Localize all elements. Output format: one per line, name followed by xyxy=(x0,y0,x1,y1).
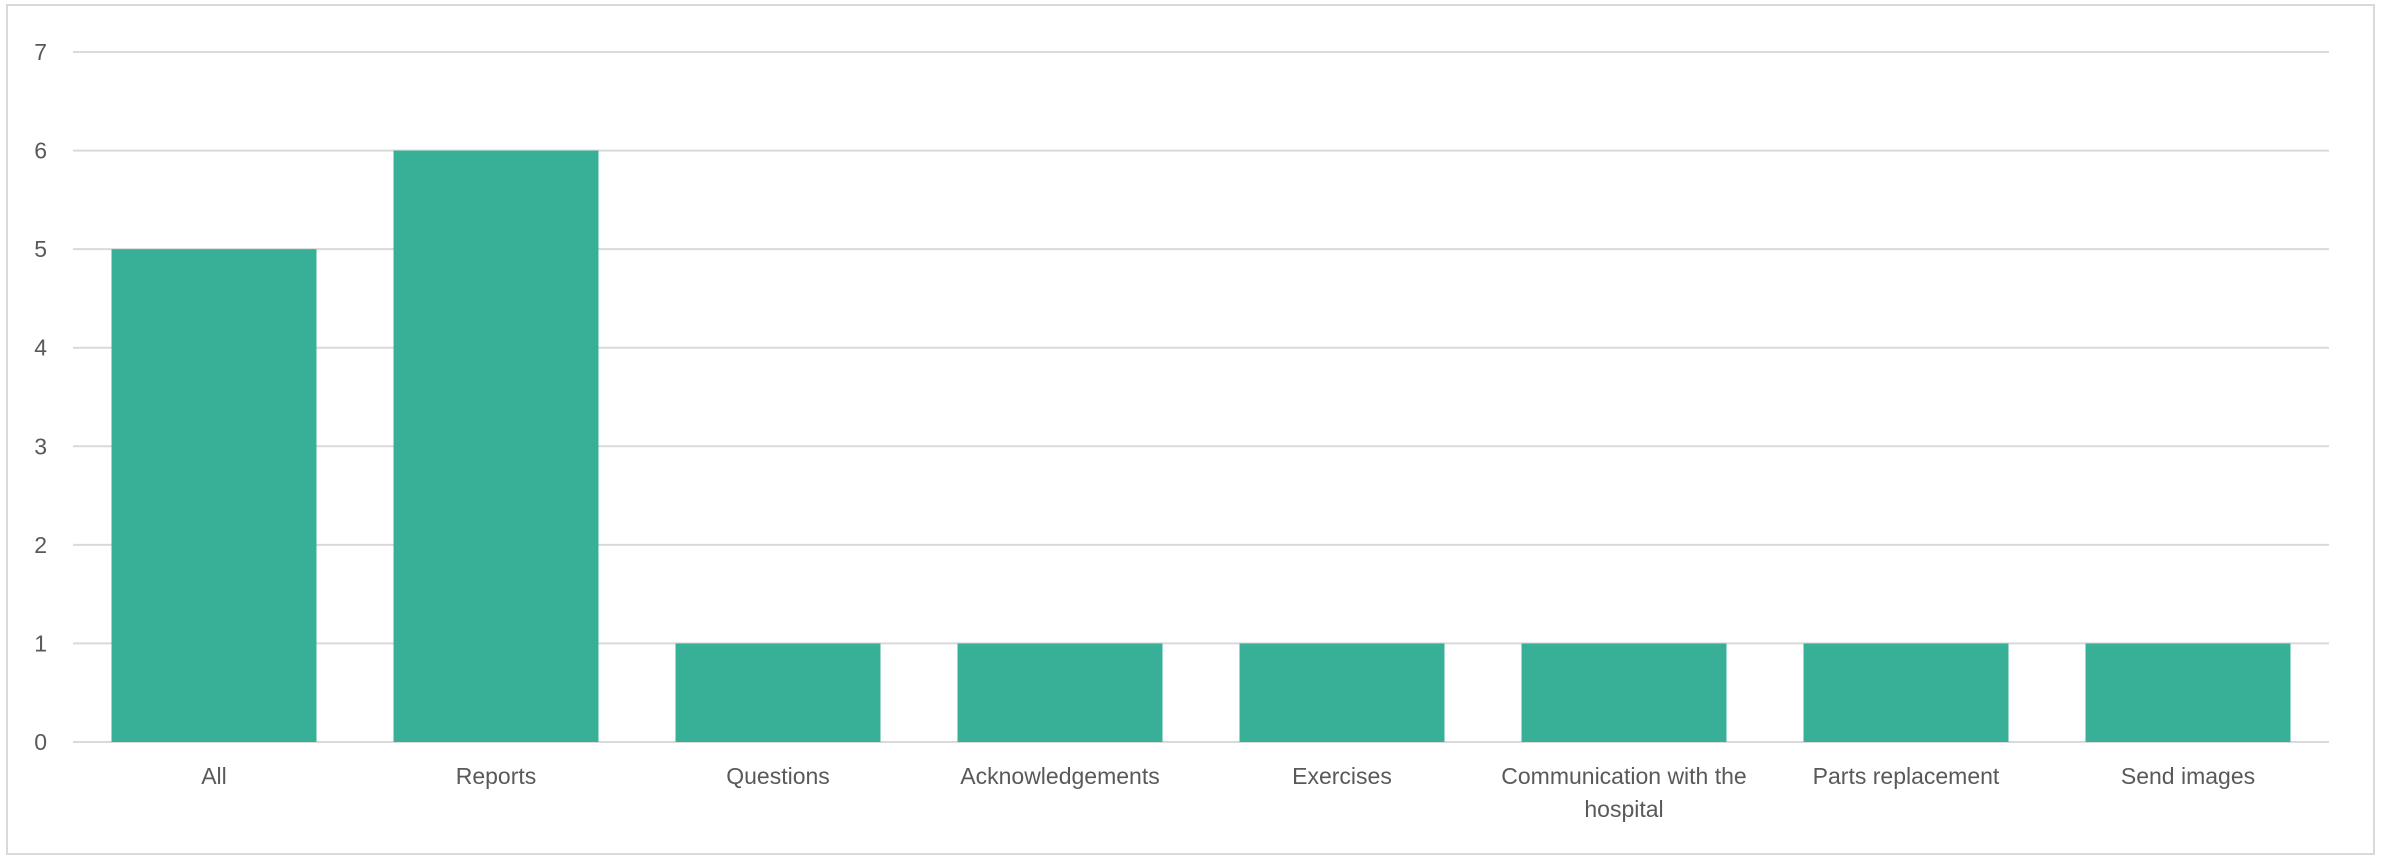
y-tick-label: 0 xyxy=(34,729,47,755)
y-tick-label: 4 xyxy=(34,335,47,361)
category-label: Exercises xyxy=(1292,763,1392,789)
bar xyxy=(1521,643,1727,742)
y-tick-label: 6 xyxy=(34,138,47,164)
category-label: All xyxy=(201,763,227,789)
bar xyxy=(957,643,1163,742)
category-label: Parts replacement xyxy=(1813,763,2000,789)
y-tick-label: 1 xyxy=(34,630,47,656)
category-label: Reports xyxy=(456,763,537,789)
category-label: Acknowledgements xyxy=(960,763,1159,789)
category-label: Questions xyxy=(726,763,830,789)
bar xyxy=(675,643,881,742)
y-tick-label: 2 xyxy=(34,532,47,558)
x-axis-category-labels: All Reports Questions Acknowledgements Exerc… xyxy=(201,763,2255,822)
bar xyxy=(1803,643,2009,742)
bars xyxy=(111,150,2291,743)
bar xyxy=(393,150,599,743)
bar xyxy=(1239,643,1445,742)
bar xyxy=(111,249,317,742)
bar xyxy=(2085,643,2291,742)
y-tick-label: 7 xyxy=(34,39,47,65)
y-tick-label: 3 xyxy=(34,433,47,459)
category-label: Send images xyxy=(2121,763,2255,789)
category-label: Communication with the hospital xyxy=(1501,763,1746,822)
y-tick-label: 5 xyxy=(34,236,47,262)
y-axis-tick-labels: 0 1 2 3 4 5 6 7 xyxy=(34,39,47,755)
